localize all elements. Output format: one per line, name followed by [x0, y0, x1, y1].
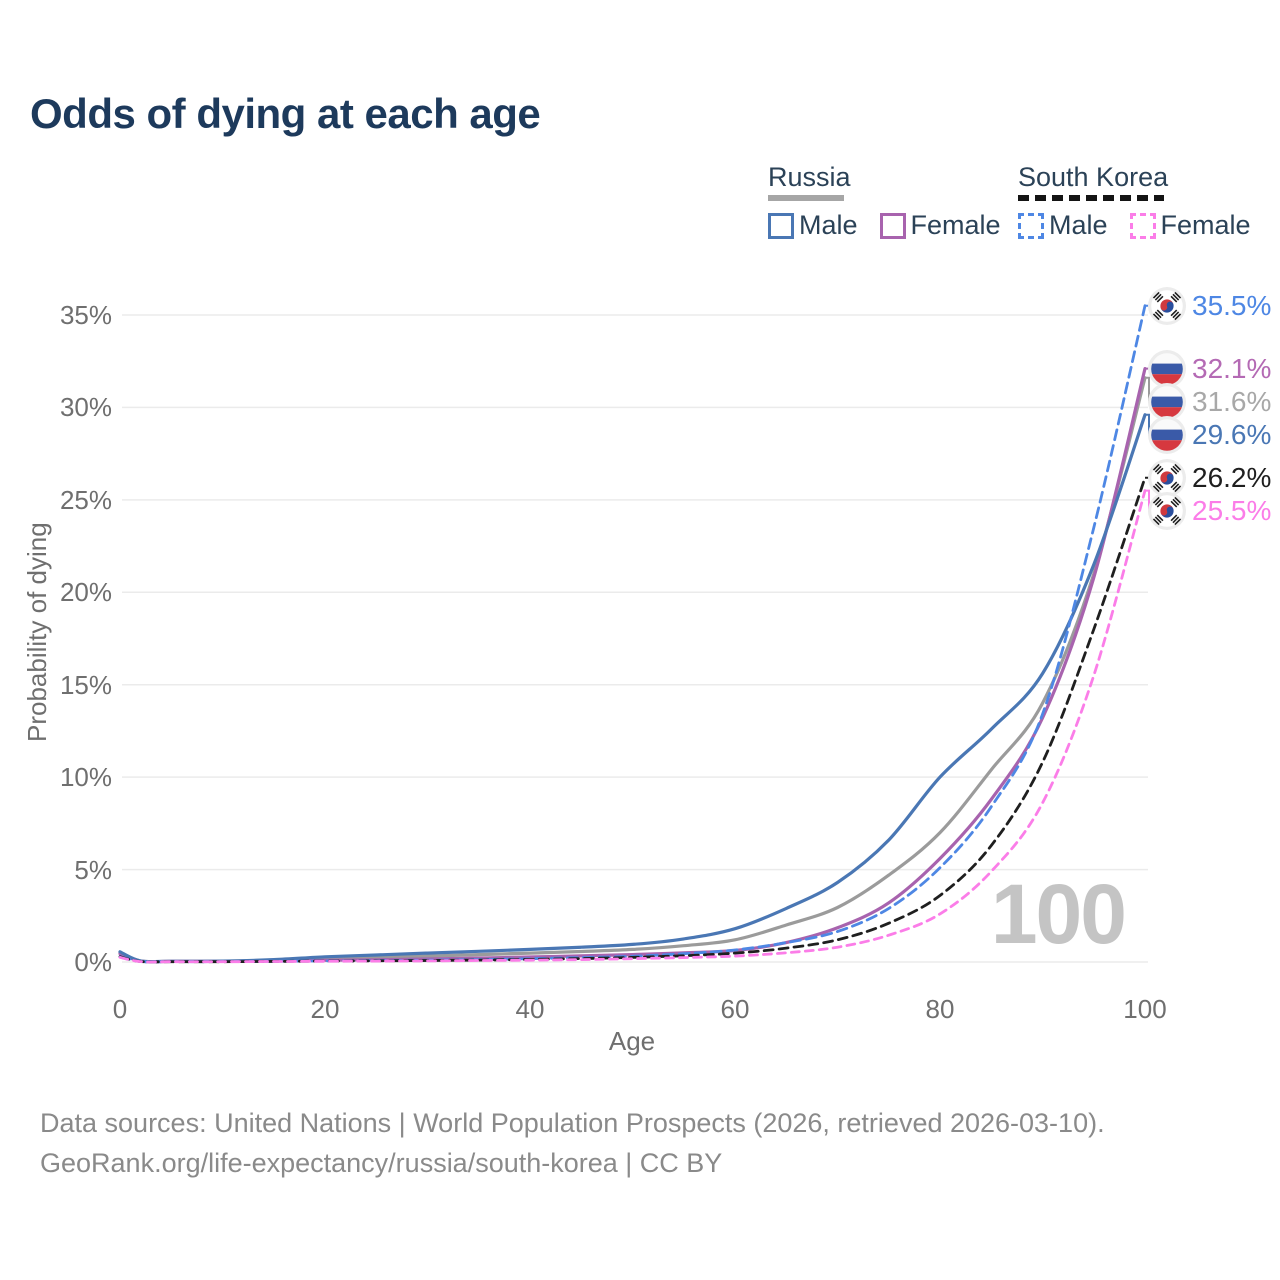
south-korea-flag-icon: [1148, 286, 1186, 325]
end-label-value-russia-male: 29.6%: [1192, 418, 1272, 450]
russia-female-swatch-icon: [879, 212, 906, 239]
south-korea-female-swatch-icon: [1129, 212, 1156, 239]
south-korea-flag-icon: [1148, 458, 1186, 497]
legend-dashed-line-sample: [1018, 195, 1164, 201]
south-korea-male-swatch-icon: [1018, 212, 1044, 239]
end-label-russia-total: 31.6%: [1148, 382, 1272, 421]
legend-item-russia-male[interactable]: Male: [768, 210, 858, 241]
footer-attribution: GeoRank.org/life-expectancy/russia/south…: [40, 1148, 723, 1178]
x-tick-label: 20: [310, 994, 340, 1024]
y-tick-label: 20%: [59, 577, 112, 608]
x-tick-label: 0: [112, 994, 128, 1024]
end-label-value-south-korea-male: 35.5%: [1192, 289, 1272, 321]
legend-label-south-korea-male: Male: [1049, 210, 1108, 240]
legend-heading-russia[interactable]: Russia: [768, 162, 851, 192]
end-label-south-korea-male: 35.5%: [1148, 286, 1272, 325]
legend-solid-line-sample: [768, 195, 844, 201]
end-label-value-south-korea-total: 26.2%: [1192, 461, 1272, 493]
y-tick-label: 10%: [59, 762, 112, 793]
y-tick-label: 25%: [59, 484, 112, 515]
footer-data-sources: Data sources: United Nations | World Pop…: [40, 1108, 1105, 1138]
page-title: Odds of dying at each age: [30, 90, 541, 137]
y-tick-label: 15%: [59, 669, 112, 700]
legend-heading-south-korea[interactable]: South Korea: [1018, 162, 1169, 192]
south-korea-flag-icon: [1148, 491, 1186, 530]
watermark-age-label: 100: [990, 867, 1127, 961]
end-label-russia-male: 29.6%: [1148, 415, 1272, 454]
legend-label-russia-male: Male: [799, 210, 858, 240]
x-tick-label: 80: [925, 994, 955, 1024]
y-tick-label: 30%: [59, 392, 112, 423]
legend-label-south-korea-female: Female: [1160, 210, 1251, 240]
legend-group-russia: Russia Male Female: [768, 162, 1023, 241]
series-line-south-korea-male[interactable]: [118, 304, 1147, 964]
end-label-value-russia-total: 31.6%: [1192, 385, 1272, 417]
x-tick-label: 40: [515, 994, 545, 1024]
x-tick-label: 60: [720, 994, 750, 1024]
series-line-russia-male[interactable]: [118, 413, 1147, 964]
end-label-value-south-korea-female: 25.5%: [1192, 494, 1272, 526]
series-line-south-korea-female[interactable]: [118, 489, 1147, 964]
legend-item-russia-female[interactable]: Female: [879, 210, 1001, 241]
y-tick-label: 35%: [59, 299, 112, 330]
y-tick-label: 5%: [74, 854, 112, 885]
y-axis-title: Probability of dying: [22, 522, 52, 742]
end-label-south-korea-female: 25.5%: [1148, 491, 1272, 530]
russia-flag-icon: [1148, 349, 1186, 388]
x-tick-label: 100: [1123, 994, 1167, 1024]
legend-label-russia-female: Female: [910, 210, 1001, 240]
russia-flag-icon: [1148, 415, 1186, 454]
legend-group-south-korea: South Korea Male Female: [1018, 162, 1273, 241]
legend-item-south-korea-female[interactable]: Female: [1129, 210, 1251, 241]
russia-male-swatch-icon: [768, 212, 794, 239]
legend-item-south-korea-male[interactable]: Male: [1018, 210, 1108, 241]
y-tick-label: 0%: [74, 947, 112, 977]
x-axis-title: Age: [608, 1026, 656, 1056]
end-label-value-russia-female: 32.1%: [1192, 352, 1272, 384]
end-label-south-korea-total: 26.2%: [1148, 458, 1272, 497]
end-label-russia-female: 32.1%: [1148, 349, 1272, 388]
russia-flag-icon: [1148, 382, 1186, 421]
